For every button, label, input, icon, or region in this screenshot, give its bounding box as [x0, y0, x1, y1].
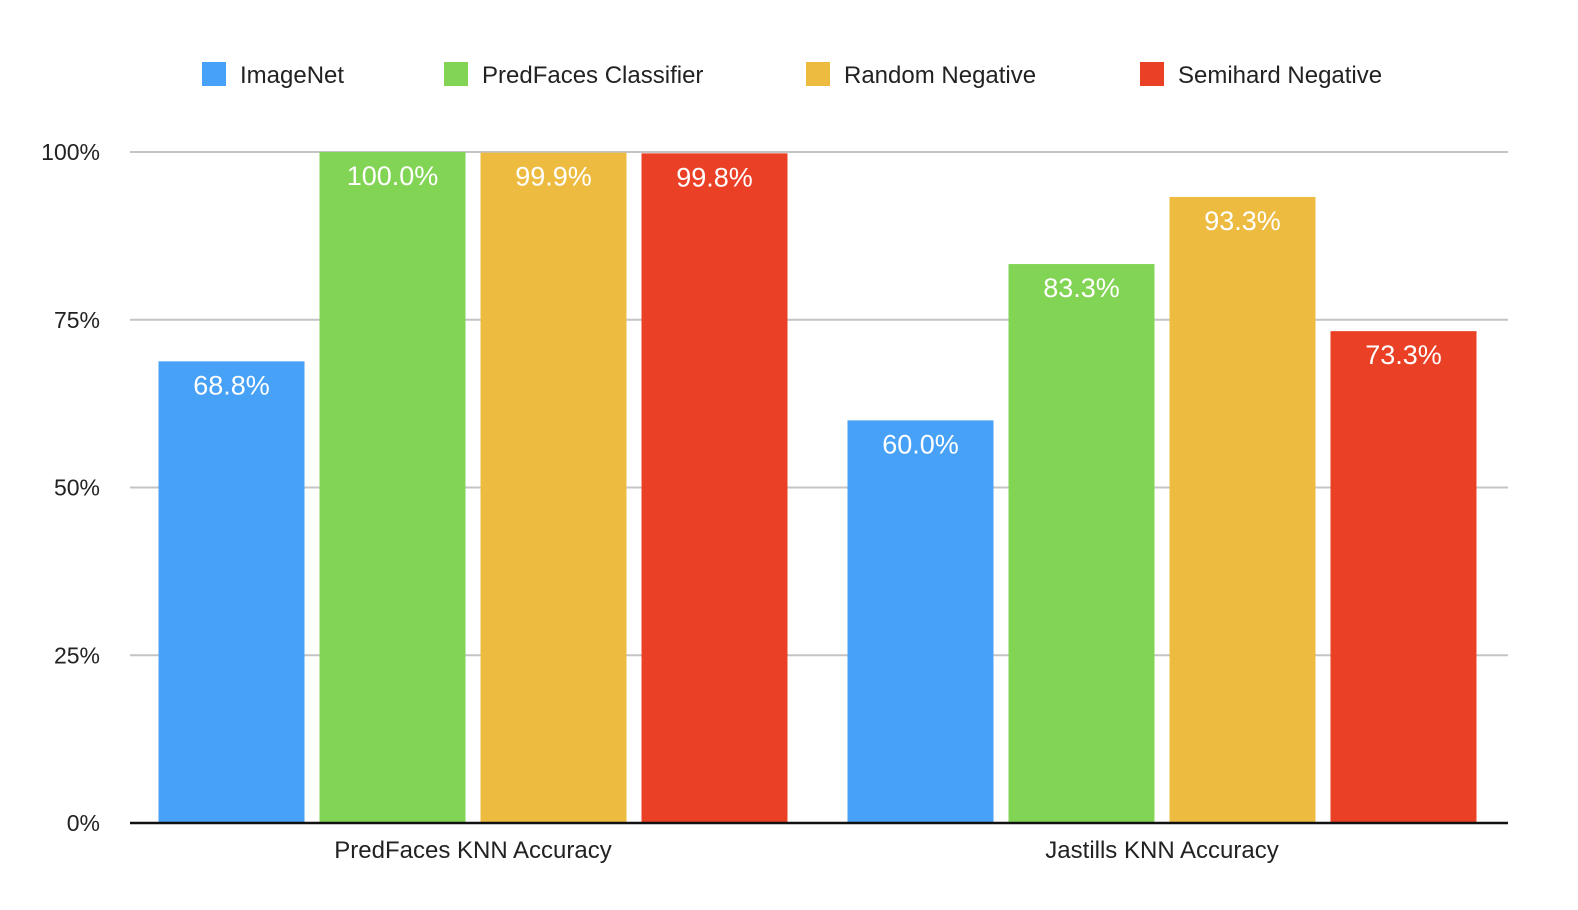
legend-swatch	[202, 62, 226, 86]
legend-swatch	[1140, 62, 1164, 86]
legend-swatch	[806, 62, 830, 86]
legend-label: PredFaces Classifier	[482, 62, 703, 89]
bar-value-label: 99.9%	[515, 162, 592, 192]
legend-item: Semihard Negative	[1140, 62, 1382, 89]
bar-value-label: 100.0%	[347, 161, 439, 191]
bar-value-label: 68.8%	[193, 370, 270, 400]
bar	[1008, 264, 1155, 823]
legend-label: ImageNet	[240, 62, 344, 89]
bars	[158, 152, 1477, 824]
y-axis: 0% 25% 50% 75% 100%	[41, 139, 100, 836]
legend-label: Random Negative	[844, 62, 1036, 89]
y-tick-label: 75%	[54, 307, 100, 333]
bar	[319, 152, 466, 823]
x-axis: PredFaces KNN Accuracy Jastills KNN Accur…	[130, 821, 1508, 864]
y-tick-label: 100%	[41, 139, 100, 165]
legend-item: ImageNet	[202, 62, 344, 89]
bar-value-label: 73.3%	[1365, 340, 1442, 370]
bar	[1330, 331, 1477, 823]
y-tick-label: 0%	[67, 810, 100, 836]
legend-item: Random Negative	[806, 62, 1036, 89]
legend-label: Semihard Negative	[1178, 62, 1382, 89]
bar-value-label: 99.8%	[676, 162, 753, 192]
legend-swatch	[444, 62, 468, 86]
bar	[158, 361, 305, 823]
data-labels: 68.8% 100.0% 99.9% 99.8% 60.0% 83.3% 93.3% 73.3…	[193, 161, 1442, 459]
x-category-label: Jastills KNN Accuracy	[1045, 837, 1278, 864]
bar	[641, 153, 788, 824]
legend: ImageNet PredFaces Classifier Random Negat…	[202, 62, 1382, 89]
bar	[847, 420, 994, 823]
bar-value-label: 60.0%	[882, 429, 959, 459]
bar	[480, 152, 627, 823]
bar-value-label: 93.3%	[1204, 206, 1281, 236]
y-tick-label: 25%	[54, 642, 100, 668]
x-category-label: PredFaces KNN Accuracy	[334, 837, 611, 864]
bar-value-label: 83.3%	[1043, 273, 1120, 303]
y-tick-label: 50%	[54, 475, 100, 501]
legend-item: PredFaces Classifier	[444, 62, 703, 89]
bar	[1169, 196, 1316, 823]
